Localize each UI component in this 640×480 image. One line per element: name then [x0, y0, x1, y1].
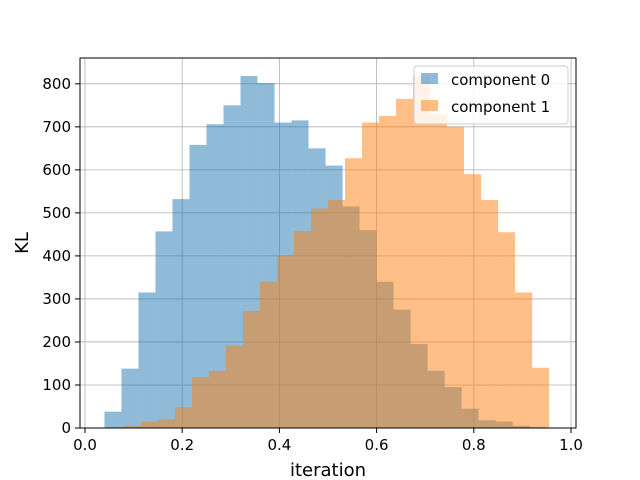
legend: component 0 component 1	[413, 65, 569, 125]
histogram-bar	[328, 199, 346, 428]
legend-frame	[413, 65, 569, 125]
y-tick-label: 0	[61, 419, 71, 437]
histogram-bar	[276, 255, 294, 428]
x-tick-label: 1.0	[559, 436, 583, 454]
histogram-bar	[206, 124, 224, 429]
legend-swatch-component-1	[421, 100, 438, 111]
y-tick-label: 400	[42, 247, 71, 265]
histogram-bar	[362, 122, 380, 428]
histogram-bar	[225, 345, 243, 428]
histogram-bar	[310, 208, 328, 428]
series-component-1-bars	[106, 76, 550, 429]
x-tick-label: 0.8	[462, 436, 486, 454]
x-tick-label: 0.6	[365, 436, 389, 454]
histogram-bar	[191, 377, 209, 428]
histogram-bar	[242, 310, 260, 428]
histogram-bar	[259, 281, 277, 428]
x-tick-label: 0.4	[267, 436, 291, 454]
y-tick-label: 500	[42, 204, 71, 222]
histogram-bar	[208, 370, 226, 428]
y-tick-label: 800	[42, 75, 71, 93]
legend-label-component-1: component 1	[451, 98, 550, 116]
histogram-bar	[515, 292, 533, 428]
histogram-bar	[532, 367, 550, 428]
histogram-bar	[447, 126, 465, 428]
legend-label-component-0: component 0	[451, 71, 550, 89]
histogram-bar	[138, 292, 156, 428]
histogram-bar	[121, 368, 139, 428]
x-axis-ticks: 0.0 0.2 0.4 0.6 0.8 1.0	[73, 428, 583, 454]
histogram-bar	[123, 425, 141, 428]
y-tick-label: 700	[42, 118, 71, 136]
histogram-bar	[155, 231, 173, 428]
histogram-bar	[172, 199, 190, 428]
y-tick-label: 100	[42, 376, 71, 394]
plot-frame	[79, 57, 577, 429]
y-tick-label: 200	[42, 333, 71, 351]
histogram-bar	[413, 76, 431, 429]
histogram-bar	[430, 113, 448, 428]
histogram-bar	[464, 174, 482, 428]
histogram-bar	[481, 199, 499, 428]
histogram-bar	[498, 232, 516, 428]
histogram-bar	[379, 116, 397, 429]
histogram-bar	[345, 158, 363, 428]
legend-swatch-component-0	[421, 73, 438, 84]
histogram-bar	[104, 411, 122, 428]
histogram-bar	[189, 144, 207, 428]
y-axis-label: KL	[12, 232, 33, 254]
y-tick-label: 600	[42, 161, 71, 179]
y-tick-label: 300	[42, 290, 71, 308]
x-tick-label: 0.2	[170, 436, 194, 454]
histogram-bar	[157, 419, 175, 428]
x-axis-label: iteration	[290, 460, 366, 480]
histogram-bar	[174, 407, 192, 428]
x-tick-label: 0.0	[73, 436, 97, 454]
y-axis-ticks: 0 100 200 300 400 500 600 700 800	[42, 75, 80, 437]
histogram-bar	[293, 230, 311, 428]
histogram-bar	[140, 421, 158, 428]
histogram-bar	[396, 98, 414, 428]
